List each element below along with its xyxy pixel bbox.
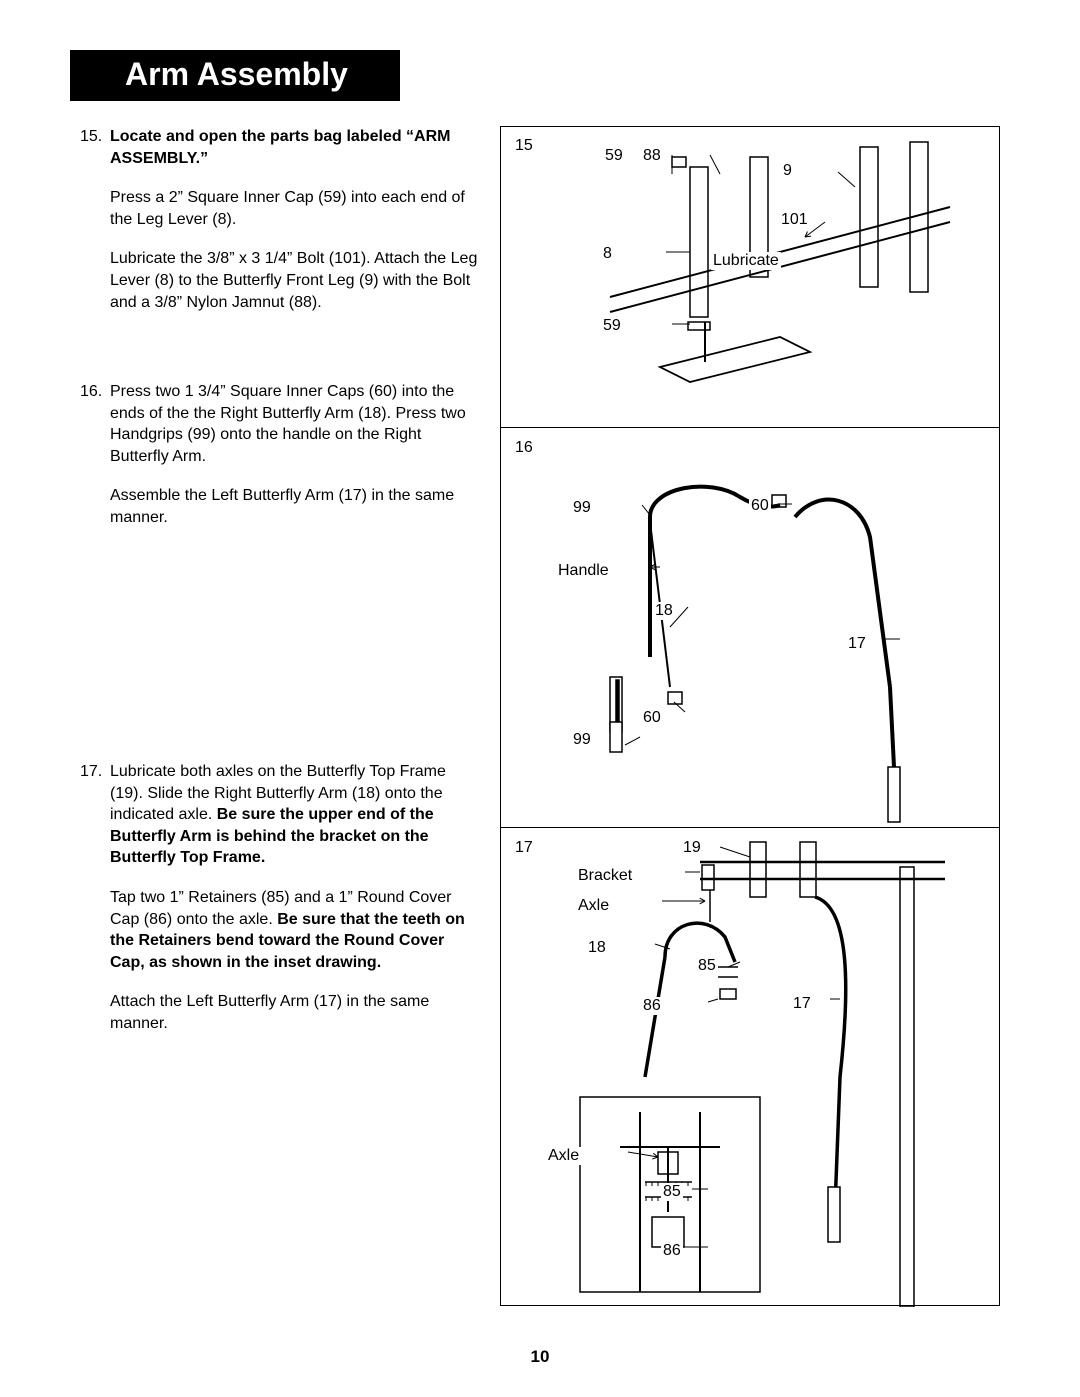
step-paragraph: Lubricate the 3/8” x 3 1/4” Bolt (101). … (110, 248, 480, 313)
instructions-column: 15.Locate and open the parts bag labeled… (80, 126, 480, 1306)
diagram-label: 59 (601, 317, 623, 335)
step-paragraph: Press a 2” Square Inner Cap (59) into ea… (110, 187, 480, 230)
step-paragraph: Attach the Left Butterfly Arm (17) in th… (110, 991, 480, 1034)
diagram-label: Handle (556, 562, 611, 580)
diagram-label: Axle (576, 897, 611, 915)
diagram-label: 18 (586, 939, 608, 957)
step-paragraph: Tap two 1” Retainers (85) and a 1” Round… (110, 887, 480, 973)
step-number: 17. (80, 761, 110, 1053)
diagram-label: 17 (791, 995, 813, 1013)
page-number: 10 (0, 1347, 1080, 1367)
diagram-label: 17 (513, 839, 535, 857)
step-paragraph: Lubricate both axles on the Butterfly To… (110, 761, 480, 869)
diagram-label: 85 (696, 957, 718, 975)
diagram-label: 86 (641, 997, 663, 1015)
diagram-label: 17 (846, 635, 868, 653)
diagram-label: 18 (653, 602, 675, 620)
step-body: Locate and open the parts bag labeled “A… (110, 126, 480, 331)
manual-page: Arm Assembly 15.Locate and open the part… (0, 0, 1080, 1397)
diagram-label: Axle (546, 1147, 581, 1165)
diagram-label: 16 (513, 439, 535, 457)
diagram-label: Lubricate (711, 252, 781, 270)
diagram-label: 99 (571, 499, 593, 517)
diagram-label: 9 (781, 162, 794, 180)
diagram-label: 19 (681, 839, 703, 857)
section-title: Arm Assembly (70, 50, 400, 101)
step-block: 15.Locate and open the parts bag labeled… (80, 126, 480, 331)
assembly-diagram (501, 427, 999, 827)
diagram-label: Bracket (576, 867, 634, 885)
header-row: Arm Assembly (80, 50, 1000, 101)
diagram-label: 8 (601, 245, 614, 263)
step-body: Press two 1 3/4” Square Inner Caps (60) … (110, 381, 480, 547)
step-number: 15. (80, 126, 110, 331)
diagram-label: 86 (661, 1242, 683, 1260)
diagram-label: 59 (603, 147, 625, 165)
step-number: 16. (80, 381, 110, 547)
diagram-label: 99 (571, 731, 593, 749)
step-block: 16.Press two 1 3/4” Square Inner Caps (6… (80, 381, 480, 547)
diagram-label: 15 (513, 137, 535, 155)
diagram-label: 88 (641, 147, 663, 165)
step-paragraph: Assemble the Left Butterfly Arm (17) in … (110, 485, 480, 528)
assembly-diagram (501, 127, 999, 427)
step-body: Lubricate both axles on the Butterfly To… (110, 761, 480, 1053)
diagram-label: 60 (641, 709, 663, 727)
content-columns: 15.Locate and open the parts bag labeled… (80, 126, 1000, 1306)
diagram-column: 15 59 88 9 101 8 Lubricate 59 16 99 60 Handle 18 17 60… (500, 126, 1000, 1306)
diagram-label: 101 (779, 211, 810, 229)
diagram-label: 60 (749, 497, 771, 515)
step-block: 17.Lubricate both axles on the Butterfly… (80, 761, 480, 1053)
step-paragraph: Press two 1 3/4” Square Inner Caps (60) … (110, 381, 480, 467)
diagram-label: 85 (661, 1183, 683, 1201)
step-paragraph: Locate and open the parts bag labeled “A… (110, 126, 480, 169)
